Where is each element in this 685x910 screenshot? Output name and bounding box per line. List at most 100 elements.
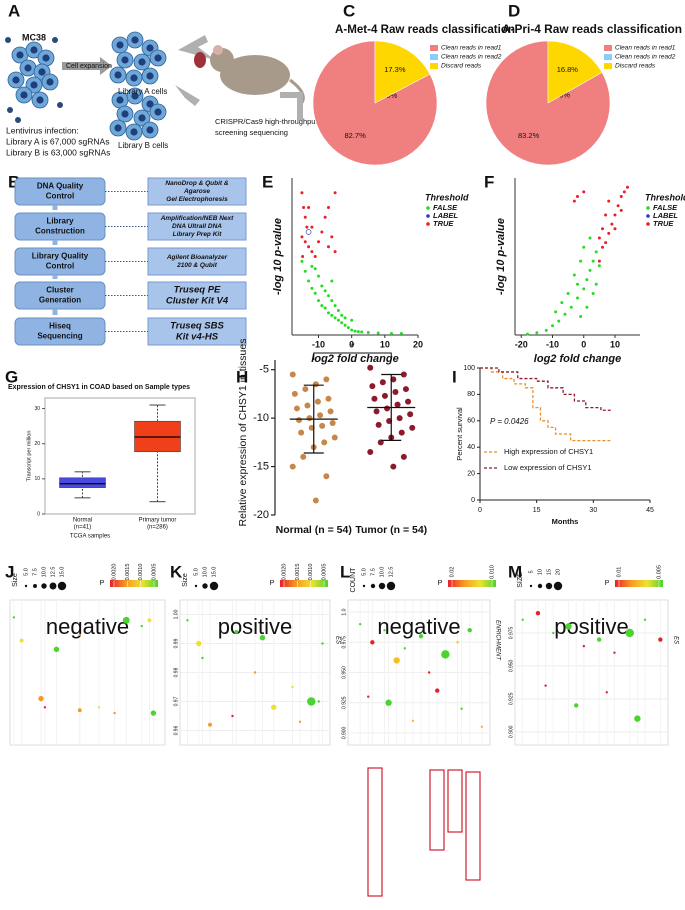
colorbar	[615, 580, 663, 587]
nucleus	[114, 124, 122, 132]
point	[326, 205, 330, 209]
bubble	[196, 640, 202, 647]
bubble	[253, 671, 257, 674]
y-tick-label: 60	[467, 418, 475, 425]
legend-marker	[646, 206, 650, 210]
bubble	[370, 640, 375, 645]
legend-label: 20	[555, 569, 561, 575]
bubble	[403, 647, 406, 650]
y-tick-label: 0.925	[508, 692, 514, 705]
point	[405, 398, 412, 405]
legend-label: 12.5	[388, 567, 394, 578]
point	[330, 299, 334, 303]
point	[604, 213, 608, 217]
y-tick-label: 0.99	[173, 638, 179, 648]
point	[551, 324, 554, 328]
x-tick-label: 10	[610, 339, 620, 349]
mouse	[220, 55, 290, 95]
point	[302, 205, 306, 209]
label: CRISPR/Cas9 high-throughput	[215, 117, 318, 126]
legend-label: TRUE	[433, 219, 454, 228]
point	[557, 319, 561, 323]
point	[597, 236, 601, 240]
point	[381, 392, 388, 399]
bubble	[605, 691, 608, 694]
panel-label: I	[452, 367, 457, 386]
x-tick-label: Tumor (n = 54)	[355, 524, 427, 536]
point	[302, 386, 309, 393]
label: Cell expansion	[66, 63, 112, 70]
legend-label: 0.0015	[295, 564, 301, 581]
legend-label: 10.0	[202, 567, 208, 578]
data-label: 82.7%	[344, 131, 366, 140]
label: Library Prep Kit	[173, 231, 223, 238]
y-tick-label: 0.975	[508, 626, 514, 639]
bubble	[467, 628, 472, 633]
decor	[62, 35, 481, 897]
point	[291, 390, 298, 397]
point	[327, 408, 334, 415]
point	[619, 194, 623, 198]
nucleus	[36, 96, 44, 104]
point	[306, 415, 313, 422]
x-tick-label: -10	[312, 339, 325, 349]
label: screening sequencing	[215, 128, 288, 137]
legend-label: 7.5	[370, 568, 376, 576]
nucleus	[16, 51, 24, 59]
legend-label: Clean reads in read2	[441, 54, 502, 61]
point	[373, 408, 380, 415]
legend-label: 0.0020	[111, 564, 117, 581]
point	[356, 330, 360, 334]
annotation: P = 0.0426	[490, 417, 529, 426]
bubble	[367, 695, 370, 698]
legend-label: 0.005	[656, 565, 662, 579]
legend-label: High expression of CHSY1	[504, 447, 593, 456]
y-tick-label: 30	[34, 406, 40, 412]
point	[303, 215, 307, 219]
point	[619, 208, 623, 212]
x-tick-label: Normal	[73, 518, 92, 524]
bubble	[291, 685, 294, 689]
point	[622, 190, 626, 194]
point	[591, 259, 595, 263]
annotation: negative	[46, 614, 129, 639]
point	[346, 326, 350, 330]
survival-curve	[480, 367, 613, 442]
point	[320, 230, 324, 234]
annotation: *	[350, 341, 355, 353]
bubble	[418, 634, 424, 639]
point	[407, 411, 414, 418]
highlight	[447, 769, 463, 833]
point	[601, 245, 604, 249]
label: Library B is 63,000 sgRNAs	[6, 147, 110, 157]
colorbar	[448, 580, 496, 587]
size-key	[378, 582, 386, 590]
nucleus	[138, 114, 146, 122]
y-tick-label: 10	[34, 476, 40, 482]
bubble	[77, 708, 82, 713]
legend-label: Discard reads	[441, 63, 482, 70]
point	[303, 269, 307, 273]
x-tick-label: 45	[646, 507, 654, 514]
point	[321, 439, 328, 446]
point	[310, 286, 314, 290]
point	[379, 379, 386, 386]
label: Agilent Bioanalyzer	[166, 254, 228, 261]
size-key	[545, 582, 553, 590]
legend-label: Low expression of CHSY1	[504, 463, 592, 472]
chart-title: Expression of CHSY1 in COAD based on Sam…	[8, 384, 190, 391]
panel-label: E	[262, 172, 273, 191]
legend-label: 10	[537, 569, 543, 575]
slice	[547, 40, 603, 104]
virus	[5, 37, 11, 43]
point	[319, 422, 326, 429]
y-axis-label: ENRICHMENT	[494, 620, 500, 661]
point	[323, 215, 327, 219]
point	[330, 279, 334, 283]
point	[591, 291, 595, 295]
legend-label: FALSE	[433, 203, 458, 212]
size-key	[194, 584, 198, 588]
y-tick-label: 0	[37, 511, 40, 517]
panel-label: G	[5, 367, 18, 386]
y-tick-label: 0.950	[508, 659, 514, 672]
